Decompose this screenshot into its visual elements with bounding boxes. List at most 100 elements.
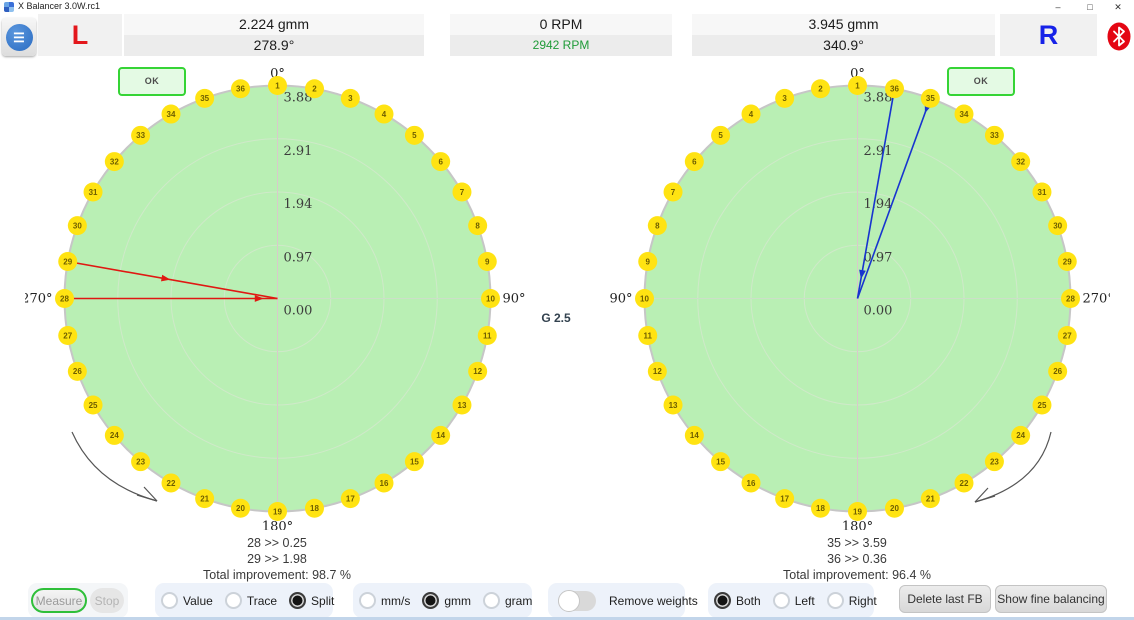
left-unbalance-amount: 2.224 gmm bbox=[124, 14, 424, 35]
radio-icon bbox=[289, 592, 307, 609]
split-vector-arrowhead bbox=[161, 274, 171, 282]
position-marker-number: 1 bbox=[275, 81, 280, 90]
display-mode-group: Value Trace Split bbox=[155, 583, 334, 618]
position-marker-number: 36 bbox=[890, 85, 899, 94]
position-marker-15 bbox=[711, 452, 731, 472]
position-marker-number: 16 bbox=[747, 479, 756, 488]
position-marker-33 bbox=[984, 125, 1004, 145]
position-marker-number: 29 bbox=[1063, 257, 1072, 266]
angle-label-left: 90° bbox=[609, 292, 632, 307]
menu-button[interactable]: ☰ bbox=[2, 18, 36, 56]
position-marker-number: 24 bbox=[110, 431, 119, 440]
position-marker-number: 23 bbox=[136, 457, 145, 466]
right-channel-letter: R bbox=[1038, 20, 1059, 50]
radio-display-value[interactable]: Value bbox=[161, 592, 213, 609]
radio-label: gmm bbox=[444, 593, 471, 608]
position-marker-number: 21 bbox=[200, 494, 209, 503]
radio-icon bbox=[483, 592, 500, 609]
position-marker-30 bbox=[1048, 216, 1068, 236]
channel-group: Both Left Right bbox=[708, 583, 877, 618]
stop-button[interactable]: Stop bbox=[90, 588, 124, 613]
measure-button[interactable]: Measure bbox=[31, 588, 87, 613]
close-button[interactable]: ✕ bbox=[1114, 2, 1122, 12]
position-marker-24 bbox=[104, 425, 124, 445]
position-marker-22 bbox=[161, 473, 181, 493]
left-unbalance-angle: 278.9° bbox=[124, 35, 424, 56]
position-marker-2 bbox=[811, 79, 831, 99]
radio-unit-mms[interactable]: mm/s bbox=[359, 592, 410, 609]
radio-display-trace[interactable]: Trace bbox=[224, 592, 277, 609]
right-ok-button[interactable]: OK bbox=[947, 67, 1015, 96]
maximize-button[interactable]: □ bbox=[1087, 2, 1093, 12]
position-marker-number: 9 bbox=[646, 257, 651, 266]
position-marker-number: 6 bbox=[438, 157, 443, 166]
radio-unit-gram[interactable]: gram bbox=[483, 592, 532, 609]
position-marker-11 bbox=[638, 325, 658, 345]
radial-scale-label: 2.91 bbox=[284, 144, 313, 159]
angle-label-bottom: 180° bbox=[262, 520, 293, 531]
position-marker-number: 15 bbox=[410, 457, 419, 466]
position-marker-number: 28 bbox=[60, 294, 69, 303]
left-balance-chart: 3.882.911.940.970.000°180°270° 90°1 234567… bbox=[25, 67, 526, 531]
position-marker-number: 7 bbox=[460, 188, 465, 197]
position-marker-19 bbox=[848, 502, 867, 521]
position-marker-21 bbox=[195, 489, 215, 509]
angle-label-right: 270° bbox=[1083, 292, 1111, 307]
position-marker-number: 1 bbox=[855, 81, 860, 90]
position-marker-23 bbox=[131, 452, 151, 472]
position-marker-30 bbox=[67, 216, 87, 236]
radio-icon bbox=[826, 592, 844, 609]
radial-scale-label: 3.88 bbox=[864, 91, 893, 106]
position-marker-number: 18 bbox=[310, 504, 319, 513]
left-channel-letter: L bbox=[71, 20, 89, 50]
position-marker-13 bbox=[663, 395, 683, 415]
left-ok-button[interactable]: OK bbox=[118, 67, 186, 96]
position-marker-3 bbox=[340, 88, 360, 108]
radio-display-split[interactable]: Split bbox=[289, 592, 334, 609]
position-marker-32 bbox=[104, 152, 124, 172]
position-marker-number: 12 bbox=[653, 367, 662, 376]
rpm-panel: 0 RPM 2942 RPM bbox=[450, 14, 672, 56]
position-marker-number: 13 bbox=[458, 401, 467, 410]
radio-channel-both[interactable]: Both bbox=[714, 592, 761, 609]
show-fine-balancing-button[interactable]: Show fine balancing bbox=[995, 585, 1107, 613]
position-marker-31 bbox=[83, 182, 103, 202]
position-marker-number: 32 bbox=[1016, 157, 1025, 166]
radio-channel-right[interactable]: Right bbox=[826, 592, 877, 609]
position-marker-number: 9 bbox=[485, 257, 490, 266]
radio-label: Both bbox=[736, 593, 761, 608]
total-improvement: Total improvement: 98.7 % bbox=[203, 568, 351, 582]
position-marker-number: 28 bbox=[1066, 294, 1075, 303]
position-marker-3 bbox=[775, 88, 795, 108]
split-vector-arrowhead bbox=[254, 295, 264, 302]
right-unbalance-angle: 340.9° bbox=[692, 35, 995, 56]
radial-scale-label: 1.94 bbox=[284, 197, 313, 212]
position-marker-number: 26 bbox=[73, 367, 82, 376]
position-marker-29 bbox=[1057, 252, 1077, 272]
radial-scale-label: 3.88 bbox=[284, 91, 313, 106]
position-marker-14 bbox=[431, 425, 451, 445]
position-marker-number: 15 bbox=[716, 457, 725, 466]
remove-weights-toggle[interactable] bbox=[558, 589, 596, 612]
radio-unit-gmm[interactable]: gmm bbox=[422, 592, 471, 609]
position-marker-11 bbox=[477, 325, 497, 345]
measure-group: Measure Stop bbox=[28, 583, 128, 618]
toggle-knob bbox=[558, 589, 580, 612]
position-marker-6 bbox=[431, 152, 451, 172]
position-marker-number: 7 bbox=[671, 188, 676, 197]
position-marker-10 bbox=[481, 289, 500, 308]
radio-channel-left[interactable]: Left bbox=[772, 592, 815, 609]
right-measurement-panel: 3.945 gmm 340.9° bbox=[692, 14, 995, 56]
delete-last-fb-button[interactable]: Delete last FB bbox=[899, 585, 991, 613]
position-marker-number: 8 bbox=[475, 221, 480, 230]
minimize-button[interactable]: – bbox=[1055, 2, 1061, 12]
position-marker-16 bbox=[741, 473, 761, 493]
position-marker-5 bbox=[711, 125, 731, 145]
position-marker-number: 20 bbox=[236, 504, 245, 513]
total-improvement: Total improvement: 96.4 % bbox=[783, 568, 931, 582]
position-marker-14 bbox=[684, 425, 704, 445]
right-channel-panel: R bbox=[1000, 14, 1097, 56]
position-marker-18 bbox=[811, 498, 831, 518]
bluetooth-icon[interactable] bbox=[1107, 22, 1131, 51]
left-split-results: 28 >> 0.25 29 >> 1.98 Total improvement:… bbox=[177, 535, 377, 583]
